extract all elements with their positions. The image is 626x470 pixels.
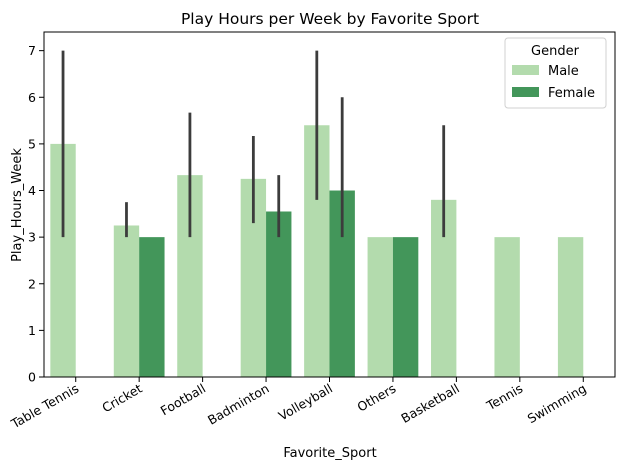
x-tick-label: Volleyball xyxy=(276,381,335,424)
y-tick-label: 2 xyxy=(28,276,36,291)
bar-male-swimming xyxy=(557,237,584,377)
bar-male-cricket xyxy=(113,225,140,377)
y-tick-label: 5 xyxy=(28,136,36,151)
x-tick-label: Badminton xyxy=(205,381,272,428)
bar-male-others xyxy=(367,237,393,377)
error-bars-group xyxy=(61,50,446,238)
y-tick-label: 1 xyxy=(28,323,36,338)
bar-male-tennis xyxy=(494,237,520,377)
y-tick-label: 7 xyxy=(28,43,36,58)
legend: Gender Male Female xyxy=(504,37,607,109)
legend-label-male: Male xyxy=(548,64,579,79)
y-tick-label: 4 xyxy=(28,183,36,198)
plot-frame xyxy=(43,31,616,378)
bar-female-badminton xyxy=(266,211,292,377)
x-tick-label: Basketball xyxy=(398,381,462,426)
y-tick-label: 0 xyxy=(28,370,36,385)
x-tick-label: Football xyxy=(158,381,208,419)
y-tick-label: 3 xyxy=(28,230,36,245)
x-tick-label: Table Tennis xyxy=(8,381,82,432)
legend-swatch-male xyxy=(512,65,539,75)
y-tick-label: 6 xyxy=(28,90,36,105)
bar-female-cricket xyxy=(139,237,165,377)
bars-group xyxy=(50,125,584,377)
x-tick-label: Swimming xyxy=(525,381,589,427)
chart-title: Play Hours per Week by Favorite Sport xyxy=(181,10,479,28)
x-tick-label: Cricket xyxy=(99,381,144,416)
y-axis-label: Play_Hours_Week xyxy=(10,148,25,262)
x-axis-label: Favorite_Sport xyxy=(283,446,376,461)
x-tick-label: Tennis xyxy=(483,381,525,414)
legend-title: Gender xyxy=(531,44,580,59)
legend-label-female: Female xyxy=(548,86,595,101)
bar-female-others xyxy=(392,237,419,377)
y-axis: 0 1 2 3 4 5 6 7 xyxy=(28,43,44,385)
x-tick-label: Others xyxy=(355,381,399,415)
legend-swatch-female xyxy=(512,87,539,97)
